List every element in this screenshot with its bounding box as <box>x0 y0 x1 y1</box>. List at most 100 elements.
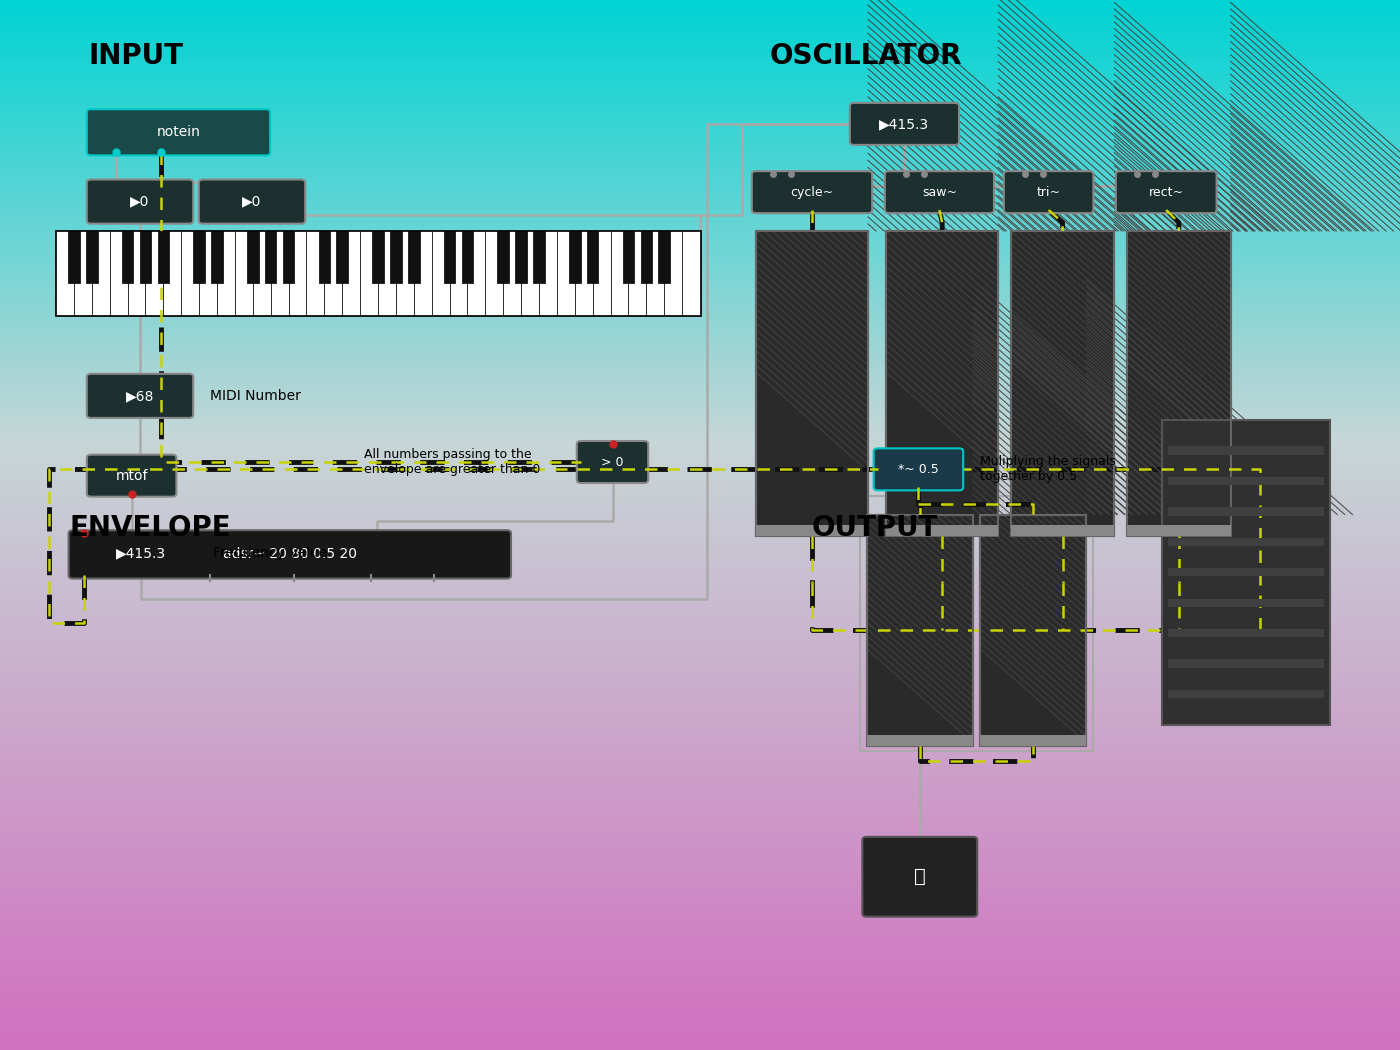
Bar <box>92 231 109 315</box>
Bar <box>756 525 868 536</box>
Text: ENVELOPE: ENVELOPE <box>70 514 231 543</box>
Text: ▶415.3: ▶415.3 <box>116 546 167 561</box>
FancyBboxPatch shape <box>874 448 963 490</box>
Bar <box>325 231 342 315</box>
Text: OSCILLATOR: OSCILLATOR <box>770 42 963 70</box>
FancyBboxPatch shape <box>850 103 959 145</box>
Bar <box>319 231 330 284</box>
Bar <box>886 231 998 536</box>
Bar <box>181 231 199 315</box>
Text: cycle~: cycle~ <box>791 186 833 198</box>
Text: adsr~ 20 80 0.5 20: adsr~ 20 80 0.5 20 <box>223 547 357 562</box>
Bar <box>980 514 1086 746</box>
Bar <box>658 231 671 284</box>
Bar <box>217 231 235 315</box>
FancyBboxPatch shape <box>1116 171 1217 213</box>
Bar <box>140 231 151 284</box>
Bar <box>1168 598 1324 607</box>
Bar <box>629 231 647 315</box>
Bar <box>886 231 998 536</box>
FancyBboxPatch shape <box>87 531 196 575</box>
Bar <box>1168 507 1324 516</box>
Bar <box>127 231 146 315</box>
Bar <box>575 231 592 315</box>
Bar <box>265 231 276 284</box>
Bar <box>533 231 545 284</box>
Bar <box>623 231 634 284</box>
Bar <box>756 231 868 536</box>
FancyBboxPatch shape <box>87 180 193 224</box>
Text: 🔊: 🔊 <box>914 867 925 886</box>
Bar <box>468 231 486 315</box>
Bar <box>56 231 74 315</box>
Bar <box>1127 231 1231 536</box>
Bar <box>235 231 253 315</box>
Bar <box>462 231 473 284</box>
FancyBboxPatch shape <box>87 455 176 497</box>
Bar <box>270 231 288 315</box>
Bar <box>1168 446 1324 455</box>
Text: mtof: mtof <box>115 468 148 483</box>
Bar <box>497 231 510 284</box>
Text: *~ 0.5: *~ 0.5 <box>897 463 939 476</box>
Bar <box>587 231 598 284</box>
FancyBboxPatch shape <box>577 441 648 483</box>
Bar <box>1168 690 1324 698</box>
Bar <box>1127 525 1231 536</box>
Bar <box>1162 420 1330 724</box>
Bar <box>146 231 164 315</box>
Bar <box>647 231 664 315</box>
Text: INPUT: INPUT <box>88 42 183 70</box>
Bar <box>539 231 557 315</box>
Bar <box>444 231 455 284</box>
Text: All numbers passing to the
envelope are greater than 0: All numbers passing to the envelope are … <box>364 448 540 476</box>
Bar <box>283 231 294 284</box>
Bar <box>1168 477 1324 485</box>
Text: Frequency Value: Frequency Value <box>213 546 328 561</box>
Bar <box>568 231 581 284</box>
Bar <box>610 231 629 315</box>
Bar <box>756 231 868 536</box>
Bar <box>1168 538 1324 546</box>
FancyBboxPatch shape <box>862 837 977 917</box>
FancyBboxPatch shape <box>1004 171 1093 213</box>
Text: tri~: tri~ <box>1036 186 1061 198</box>
Bar <box>307 231 325 315</box>
Bar <box>1011 231 1114 536</box>
Bar <box>1011 231 1114 536</box>
Bar <box>503 231 521 315</box>
Bar <box>122 231 133 284</box>
FancyBboxPatch shape <box>752 171 872 213</box>
Text: saw~: saw~ <box>923 186 958 198</box>
Bar <box>592 231 610 315</box>
FancyBboxPatch shape <box>87 109 270 155</box>
Bar <box>414 231 431 315</box>
Bar <box>980 735 1086 746</box>
Bar <box>109 231 127 315</box>
Bar <box>980 514 1086 746</box>
Bar <box>431 231 449 315</box>
Bar <box>253 231 270 315</box>
Bar <box>641 231 652 284</box>
Bar <box>682 231 700 315</box>
Bar <box>246 231 259 284</box>
FancyBboxPatch shape <box>885 171 994 213</box>
Bar <box>1168 629 1324 637</box>
Text: Muliplying the signals
together by 0.5: Muliplying the signals together by 0.5 <box>980 456 1116 483</box>
Bar <box>1011 525 1114 536</box>
Text: MIDI Number: MIDI Number <box>210 388 301 403</box>
FancyBboxPatch shape <box>199 180 305 224</box>
Bar <box>867 514 973 746</box>
Bar <box>1168 659 1324 668</box>
Bar <box>378 231 396 315</box>
Text: > 0: > 0 <box>601 456 624 468</box>
Bar <box>664 231 682 315</box>
Bar <box>557 231 575 315</box>
Bar <box>342 231 360 315</box>
Bar <box>396 231 414 315</box>
Bar <box>1127 231 1231 536</box>
Bar <box>515 231 526 284</box>
Bar <box>74 231 92 315</box>
Bar <box>360 231 378 315</box>
Bar <box>867 514 973 746</box>
